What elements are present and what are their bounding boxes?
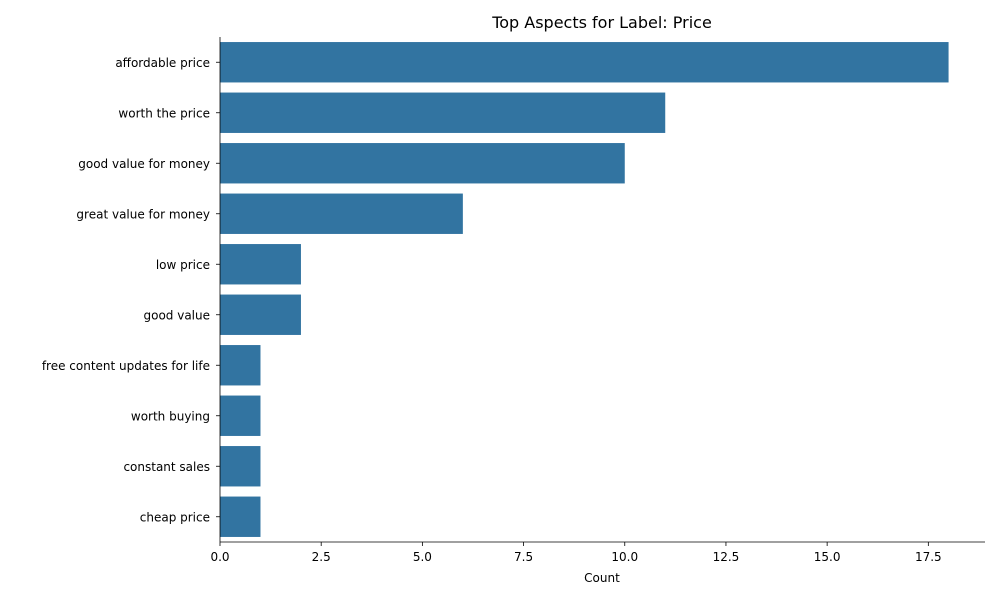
x-tick-label: 12.5 bbox=[713, 550, 740, 564]
y-tick-label: good value bbox=[143, 308, 210, 322]
chart-title: Top Aspects for Label: Price bbox=[491, 13, 712, 32]
bar bbox=[220, 345, 261, 386]
bar bbox=[220, 193, 463, 234]
bar bbox=[220, 496, 261, 537]
bar bbox=[220, 395, 261, 436]
y-tick-label: cheap price bbox=[140, 510, 210, 524]
x-axis-label: Count bbox=[584, 571, 620, 585]
y-tick-label: good value for money bbox=[78, 157, 210, 171]
bar bbox=[220, 143, 625, 184]
x-tick-label: 10.0 bbox=[611, 550, 638, 564]
x-tick-label: 0.0 bbox=[210, 550, 229, 564]
bar bbox=[220, 42, 949, 83]
x-tick-label: 2.5 bbox=[312, 550, 331, 564]
bar bbox=[220, 446, 261, 487]
bar bbox=[220, 294, 301, 335]
y-tick-label: constant sales bbox=[123, 460, 210, 474]
x-tick-label: 15.0 bbox=[814, 550, 841, 564]
bar bbox=[220, 92, 666, 133]
y-tick-label: worth the price bbox=[118, 106, 210, 120]
y-tick-label: worth buying bbox=[131, 409, 210, 423]
x-tick-label: 5.0 bbox=[413, 550, 432, 564]
x-axis: 0.0 2.5 5.0 7.5 10.0 12.5 15.0 17.5 bbox=[210, 542, 942, 564]
y-tick-label: free content updates for life bbox=[42, 359, 210, 373]
y-axis: affordable price worth the price good valu… bbox=[42, 56, 220, 524]
y-tick-label: low price bbox=[156, 258, 210, 272]
x-tick-label: 17.5 bbox=[915, 550, 942, 564]
y-tick-label: great value for money bbox=[76, 207, 210, 221]
x-tick-label: 7.5 bbox=[514, 550, 533, 564]
bar bbox=[220, 244, 301, 285]
bars-layer bbox=[220, 42, 949, 537]
y-tick-label: affordable price bbox=[115, 56, 210, 70]
